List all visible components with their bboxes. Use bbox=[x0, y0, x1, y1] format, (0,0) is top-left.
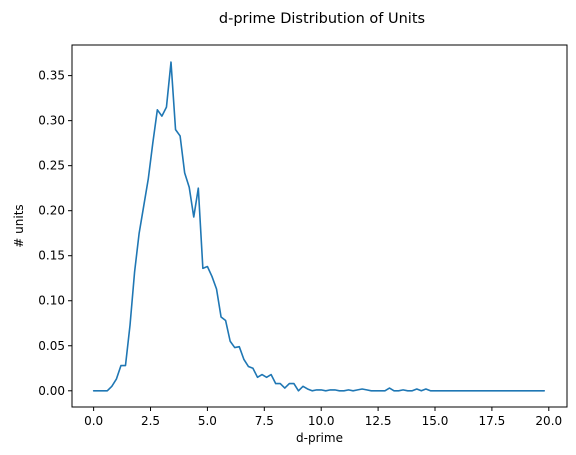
x-axis-label: d-prime bbox=[296, 431, 343, 445]
y-tick-label: 0.30 bbox=[38, 114, 65, 128]
series-group bbox=[92, 61, 546, 392]
x-tick-label: 17.5 bbox=[479, 414, 506, 428]
x-tick-label: 7.5 bbox=[255, 414, 274, 428]
y-axis-ticks: 0.00 0.05 0.10 0.15 0.20 0.25 0.30 0.35 bbox=[38, 69, 72, 398]
x-tick-label: 5.0 bbox=[198, 414, 217, 428]
plot-frame bbox=[71, 44, 568, 408]
y-tick-label: 0.00 bbox=[38, 384, 65, 398]
y-tick-label: 0.10 bbox=[38, 294, 65, 308]
chart-title: d-prime Distribution of Units bbox=[219, 11, 425, 27]
x-tick-label: 20.0 bbox=[535, 414, 562, 428]
x-tick-label: 12.5 bbox=[365, 414, 392, 428]
x-tick-label: 0.0 bbox=[84, 414, 103, 428]
y-axis-label: # units bbox=[12, 204, 26, 247]
y-tick-label: 0.25 bbox=[38, 159, 65, 173]
y-tick-label: 0.35 bbox=[38, 69, 65, 83]
x-axis-ticks: 0.0 2.5 5.0 7.5 10.0 12.5 15.0 17.5 20.0 bbox=[84, 407, 562, 428]
series-line bbox=[92, 61, 546, 392]
y-tick-label: 0.20 bbox=[38, 204, 65, 218]
x-tick-label: 2.5 bbox=[141, 414, 160, 428]
x-tick-label: 10.0 bbox=[308, 414, 335, 428]
y-tick-label: 0.15 bbox=[38, 249, 65, 263]
y-tick-label: 0.05 bbox=[38, 339, 65, 353]
x-tick-label: 15.0 bbox=[422, 414, 449, 428]
